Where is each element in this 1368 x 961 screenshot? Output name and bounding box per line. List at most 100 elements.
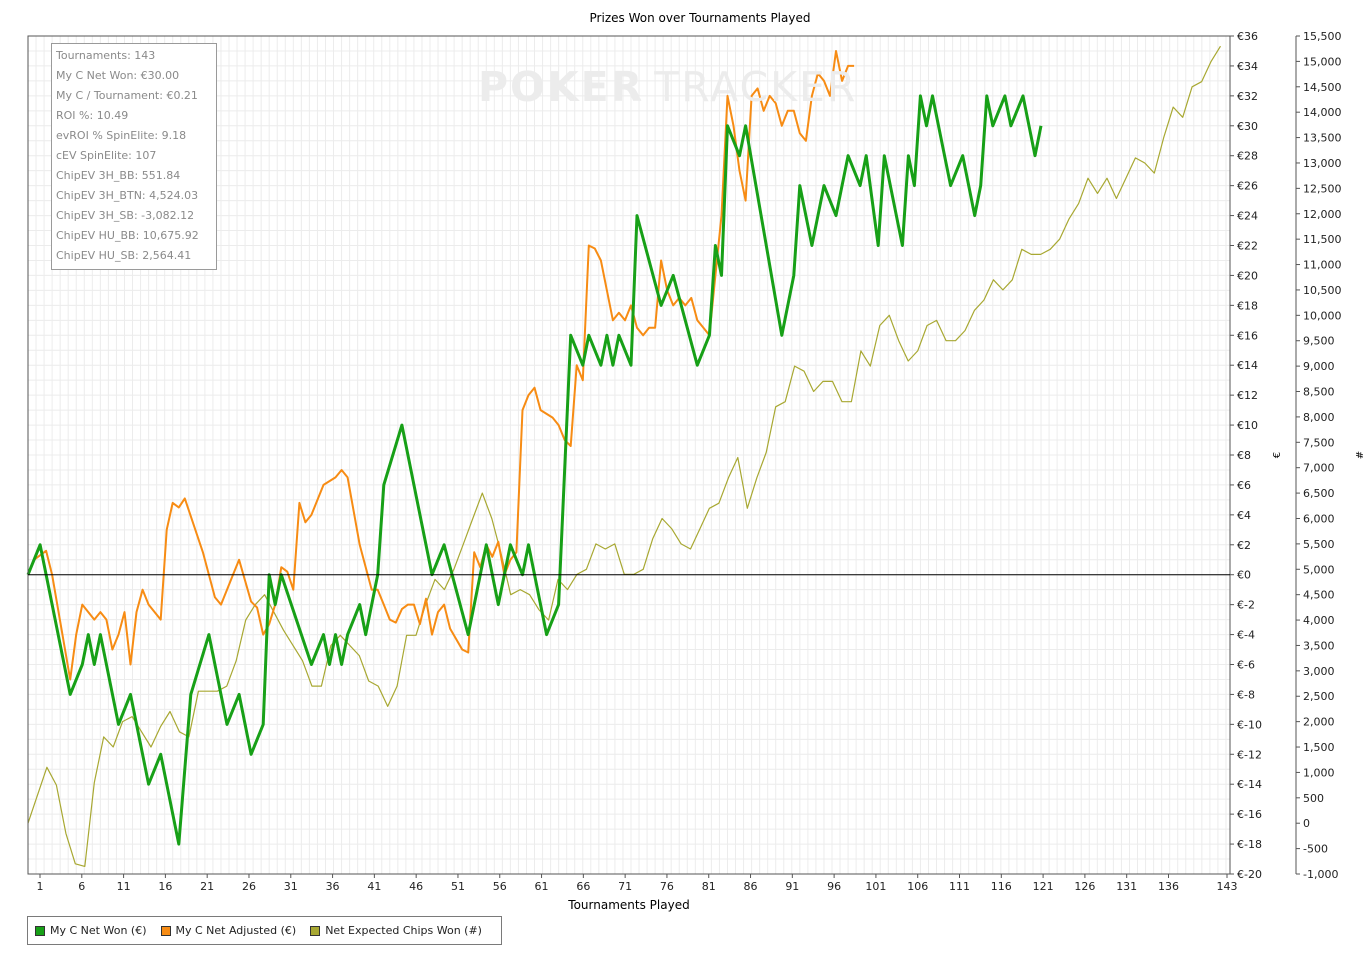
stat-chipev-3h-sb: ChipEV 3H_SB: -3,082.12 xyxy=(56,209,195,222)
y-right-tick-label: 3,500 xyxy=(1303,639,1335,652)
y-right-tick-label: 11,000 xyxy=(1303,259,1342,272)
legend-swatch-net-adjusted xyxy=(160,925,171,936)
x-tick-label: 56 xyxy=(493,880,507,893)
stat-chipev-3h-bb: ChipEV 3H_BB: 551.84 xyxy=(56,169,181,182)
legend-item-net-adjusted[interactable]: My C Net Adjusted (€) xyxy=(160,924,296,937)
stats-box: Tournaments: 143 My C Net Won: €30.00 My… xyxy=(51,43,217,270)
y-right-tick-label: 2,500 xyxy=(1303,690,1335,703)
y-left-tick-label: €2 xyxy=(1237,539,1251,552)
y-right-tick-label: 2,000 xyxy=(1303,716,1335,729)
stat-evroi: evROI % SpinElite: 9.18 xyxy=(56,129,187,142)
y-right-tick-label: -500 xyxy=(1303,843,1328,856)
series-lines xyxy=(26,45,1222,868)
y-left-tick-label: €28 xyxy=(1237,150,1258,163)
y-right-tick-label: 7,000 xyxy=(1303,462,1335,475)
stat-per-tournament: My C / Tournament: €0.21 xyxy=(56,89,198,102)
legend-item-net-won[interactable]: My C Net Won (€) xyxy=(35,924,147,937)
stat-tournaments: Tournaments: 143 xyxy=(56,49,156,62)
y-left-tick-label: €-4 xyxy=(1237,629,1255,642)
x-axis-label: Tournaments Played xyxy=(567,898,689,912)
x-tick-label: 11 xyxy=(117,880,131,893)
y-left-tick-label: €20 xyxy=(1237,269,1258,282)
y-right-tick-label: 12,500 xyxy=(1303,182,1342,195)
y-left-tick-label: €-8 xyxy=(1237,688,1255,701)
x-tick-label: 46 xyxy=(409,880,423,893)
pokertracker-watermark: POKER TRACKER xyxy=(478,63,857,111)
y-left-tick-label: €-2 xyxy=(1237,599,1255,612)
x-tick-label: 1 xyxy=(37,880,44,893)
y-left-tick-label: €4 xyxy=(1237,509,1251,522)
x-tick-label: 101 xyxy=(865,880,886,893)
y-right-tick-label: 13,000 xyxy=(1303,157,1342,170)
stat-chipev-3h-btn: ChipEV 3H_BTN: 4,524.03 xyxy=(56,189,199,202)
y-left-tick-label: €-6 xyxy=(1237,659,1255,672)
y-left-axis-label: € xyxy=(1272,452,1283,458)
y-left-tick-label: €10 xyxy=(1237,419,1258,432)
y-right-tick-label: 6,000 xyxy=(1303,512,1335,525)
y-right-tick-label: 10,000 xyxy=(1303,309,1342,322)
stat-chipev-hu-sb: ChipEV HU_SB: 2,564.41 xyxy=(56,249,192,262)
y-left-tick-label: €24 xyxy=(1237,210,1258,223)
watermark-poker: POKER xyxy=(478,63,645,111)
legend-label-expected-chips: Net Expected Chips Won (#) xyxy=(325,924,482,937)
y-left-tick-label: €-14 xyxy=(1237,778,1262,791)
x-tick-label: 86 xyxy=(744,880,758,893)
y-left-tick-label: €-10 xyxy=(1237,718,1262,731)
x-tick-label: 6 xyxy=(78,880,85,893)
y-left-tick-label: €-18 xyxy=(1237,838,1262,851)
y-right-tick-label: 1,000 xyxy=(1303,766,1335,779)
x-tick-label: 126 xyxy=(1074,880,1095,893)
y-right-tick-label: 9,500 xyxy=(1303,335,1335,348)
y-right-tick-label: 7,500 xyxy=(1303,436,1335,449)
y-right-tick-label: 5,500 xyxy=(1303,538,1335,551)
legend-swatch-expected-chips xyxy=(310,925,321,936)
legend-item-expected-chips[interactable]: Net Expected Chips Won (#) xyxy=(310,924,482,937)
x-tick-label: 131 xyxy=(1116,880,1137,893)
x-tick-label: 16 xyxy=(158,880,172,893)
y-left-tick-label: €8 xyxy=(1237,449,1251,462)
y-right-tick-label: 14,500 xyxy=(1303,81,1342,94)
y-left-tick-label: €22 xyxy=(1237,240,1258,253)
legend: My C Net Won (€) My C Net Adjusted (€) N… xyxy=(27,916,502,945)
legend-swatch-net-won xyxy=(35,925,45,936)
y-right-tick-label: 8,500 xyxy=(1303,386,1335,399)
chart-title: Prizes Won over Tournaments Played xyxy=(590,11,811,25)
y-right-tick-label: 0 xyxy=(1303,817,1310,830)
y-left-tick-label: €32 xyxy=(1237,90,1258,103)
y-right-tick-label: 500 xyxy=(1303,792,1324,805)
stat-cev: cEV SpinElite: 107 xyxy=(56,149,157,162)
x-tick-label: 26 xyxy=(242,880,256,893)
y-left-tick-label: €-20 xyxy=(1237,868,1262,881)
x-tick-label: 136 xyxy=(1158,880,1179,893)
y-left-tick-label: €34 xyxy=(1237,60,1258,73)
watermark-tracker: TRACKER xyxy=(654,63,858,111)
x-tick-label: 71 xyxy=(618,880,632,893)
series-line-expected-chips xyxy=(27,45,1222,868)
y-right-tick-label: -1,000 xyxy=(1303,868,1338,881)
stat-net-won: My C Net Won: €30.00 xyxy=(56,69,180,82)
series-line-net-won xyxy=(26,94,1043,846)
x-tick-label: 76 xyxy=(660,880,674,893)
x-tick-label: 51 xyxy=(451,880,465,893)
grid xyxy=(27,35,1230,875)
y-right-tick-label: 14,000 xyxy=(1303,106,1342,119)
y-right-tick-label: 9,000 xyxy=(1303,360,1335,373)
y-right-tick-label: 5,000 xyxy=(1303,563,1335,576)
y-right-tick-label: 4,500 xyxy=(1303,589,1335,602)
y-left-tick-label: €36 xyxy=(1237,30,1258,43)
y-right-tick-label: 8,000 xyxy=(1303,411,1335,424)
y-left-tick-label: €6 xyxy=(1237,479,1251,492)
y-right-tick-label: 1,500 xyxy=(1303,741,1335,754)
y-right-tick-label: 6,500 xyxy=(1303,487,1335,500)
y-right-tick-label: 3,000 xyxy=(1303,665,1335,678)
x-tick-label: 116 xyxy=(991,880,1012,893)
x-tick-label: 36 xyxy=(326,880,340,893)
y-right-tick-label: 13,500 xyxy=(1303,132,1342,145)
y-right-tick-label: 15,500 xyxy=(1303,30,1342,43)
y-right-axis-label: # xyxy=(1355,451,1366,459)
y-left-tick-label: €0 xyxy=(1237,569,1251,582)
x-tick-label: 41 xyxy=(367,880,381,893)
y-right-tick-label: 11,500 xyxy=(1303,233,1342,246)
x-tick-label: 143 xyxy=(1217,880,1238,893)
